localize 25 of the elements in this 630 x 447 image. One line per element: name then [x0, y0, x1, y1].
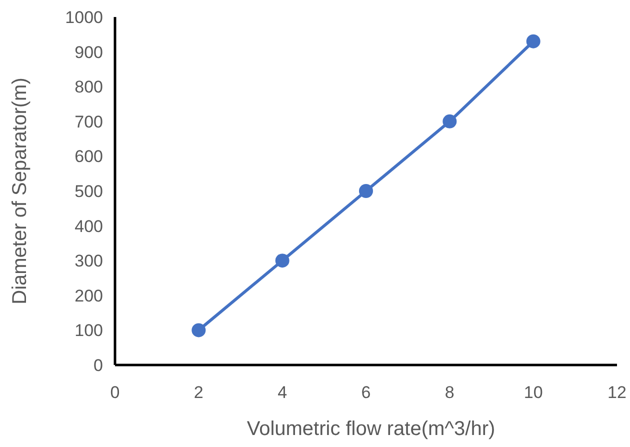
point — [275, 254, 290, 268]
x-tick-label: 10 — [524, 383, 543, 402]
y-tick-label: 500 — [74, 182, 103, 201]
y-tick-label: 100 — [74, 321, 103, 340]
y-tick-label: 900 — [74, 42, 103, 62]
x-tick-label: 6 — [361, 383, 371, 402]
x-tick-label: 4 — [278, 383, 288, 402]
x-tick-label: 2 — [194, 383, 204, 402]
y-tick-label: 400 — [74, 216, 103, 236]
y-tick-label: 0 — [94, 356, 103, 375]
x-axis-title: Volumetric flow rate(m^3/hr) — [246, 418, 496, 440]
point — [442, 114, 457, 128]
x-tick-label: 8 — [444, 383, 454, 402]
point — [526, 34, 540, 48]
x-tick-label: 12 — [608, 383, 626, 402]
y-tick-label: 800 — [74, 78, 103, 97]
y-axis-title: Diameter of Separator(m) — [9, 78, 31, 304]
point — [192, 323, 206, 338]
y-tick-label: 200 — [74, 286, 103, 306]
y-tick-label: 700 — [74, 112, 103, 132]
point — [359, 184, 373, 198]
y-tick-label: 600 — [74, 147, 103, 166]
y-tick-label: 1000 — [65, 8, 103, 27]
y-tick-label: 300 — [74, 252, 103, 271]
x-tick-label: 0 — [110, 383, 120, 402]
